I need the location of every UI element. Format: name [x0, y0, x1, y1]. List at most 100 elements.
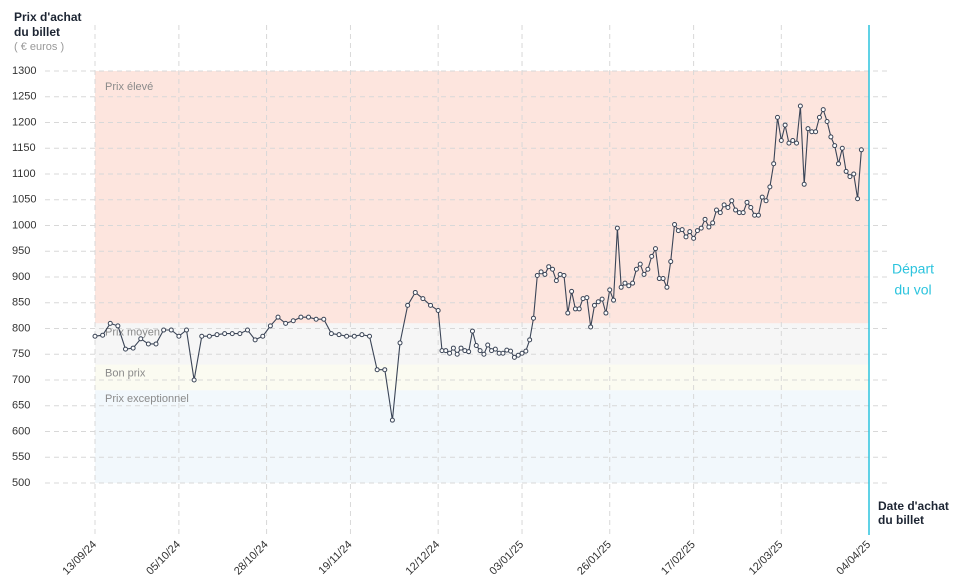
price-point [847, 174, 853, 180]
price-point [515, 352, 521, 358]
y-tick-label: 800 [12, 322, 30, 334]
price-point [824, 118, 830, 124]
price-point [435, 307, 441, 313]
price-point [534, 272, 540, 278]
price-point [561, 272, 567, 278]
price-point [687, 229, 693, 235]
price-point [652, 246, 658, 252]
price-point [858, 147, 864, 153]
price-point [359, 332, 365, 338]
price-point [519, 350, 525, 356]
y-tick-label: 1200 [12, 116, 36, 128]
price-point [161, 327, 167, 333]
price-point [763, 198, 769, 204]
price-point [336, 332, 342, 338]
price-point [206, 333, 212, 339]
price-point [835, 161, 841, 167]
zone-label: Bon prix [105, 367, 146, 379]
price-point [702, 216, 708, 222]
price-point [344, 333, 350, 339]
price-point [508, 348, 514, 354]
price-point [313, 316, 319, 322]
price-point [660, 276, 666, 282]
price-point [767, 184, 773, 190]
price-point [298, 314, 304, 320]
price-point [630, 280, 636, 286]
x-tick-label: 03/01/25 [487, 539, 526, 578]
price-point [614, 225, 620, 231]
price-point [637, 261, 643, 267]
price-point [527, 337, 533, 343]
departure-label: du vol [894, 282, 931, 298]
x-tick-label: 26/01/25 [575, 539, 614, 578]
price-point [100, 332, 106, 338]
price-point [184, 327, 190, 333]
y-tick-label: 600 [12, 425, 30, 437]
y-tick-label: 1250 [12, 91, 36, 103]
price-point [816, 114, 822, 120]
price-point [794, 140, 800, 146]
price-point [138, 336, 144, 342]
price-point [542, 271, 548, 277]
price-point [748, 204, 754, 210]
price-point [367, 333, 373, 339]
x-tick-label: 17/02/25 [659, 539, 698, 578]
x-axis-title: Date d'achat [878, 499, 949, 513]
price-point [603, 310, 609, 316]
price-point [237, 331, 243, 337]
y-tick-label: 1050 [12, 194, 36, 206]
price-point [229, 331, 235, 337]
price-point [733, 207, 739, 213]
price-point [622, 280, 628, 286]
price-point [374, 367, 380, 373]
zone-label: Prix élevé [105, 81, 153, 93]
price-point [473, 342, 479, 348]
price-point [500, 350, 506, 356]
price-zone [95, 390, 869, 483]
zone-label: Prix moyen [105, 326, 160, 338]
price-point [458, 345, 464, 351]
price-point [679, 227, 685, 233]
price-point [801, 181, 807, 187]
price-point [447, 350, 453, 356]
price-point [725, 204, 731, 210]
price-point [664, 284, 670, 290]
x-axis-title: du billet [878, 513, 924, 527]
price-point [252, 337, 258, 343]
price-zone [95, 323, 869, 365]
y-tick-label: 1100 [12, 168, 36, 180]
price-point [832, 143, 838, 149]
price-point [717, 210, 723, 216]
price-point [611, 297, 617, 303]
price-point [260, 333, 266, 339]
price-point [290, 318, 296, 324]
price-point [550, 266, 556, 272]
price-point [576, 306, 582, 312]
y-axis-title: du billet [14, 25, 60, 39]
y-tick-label: 700 [12, 374, 30, 386]
price-point [469, 328, 475, 334]
price-point [828, 134, 834, 140]
price-point [107, 320, 113, 326]
price-point [328, 331, 334, 337]
price-point [546, 264, 552, 270]
price-point [306, 314, 312, 320]
price-point [382, 367, 388, 373]
price-point [607, 287, 613, 293]
price-point [591, 302, 597, 308]
price-point [683, 234, 689, 240]
price-point [389, 417, 395, 423]
price-point [538, 269, 544, 275]
price-point [245, 327, 251, 333]
y-tick-label: 900 [12, 271, 30, 283]
price-zone [95, 71, 869, 324]
price-point [481, 351, 487, 357]
price-point [351, 333, 357, 339]
price-point [626, 283, 632, 289]
price-point [744, 199, 750, 205]
price-point [790, 138, 796, 144]
price-point [706, 224, 712, 230]
y-tick-label: 1150 [12, 142, 36, 154]
price-point [565, 310, 571, 316]
